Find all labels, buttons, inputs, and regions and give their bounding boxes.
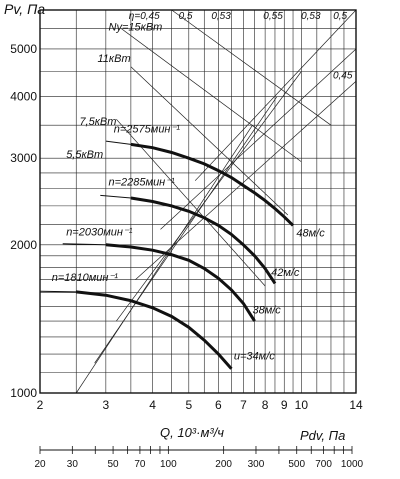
efficiency-ray xyxy=(130,66,289,216)
efficiency-ray xyxy=(171,9,332,126)
pdv-tick-label: 50 xyxy=(108,459,120,470)
efficiency-label: 0,5 xyxy=(333,11,347,22)
pdv-tick-label: 70 xyxy=(134,459,146,470)
series-2-working-range xyxy=(130,196,277,285)
power-label: 7,5кВт xyxy=(79,116,116,128)
x-tick-label: 7 xyxy=(240,398,247,412)
pdv-tick-label: 1000 xyxy=(341,459,364,470)
pdv-axis: 20 30 50 70 100 200 300 500 700 1000 xyxy=(34,446,364,470)
series-label: n=2285мин⁻¹ xyxy=(109,176,176,188)
x-tick-label: 4 xyxy=(149,398,156,412)
x-tick-label: 3 xyxy=(103,398,110,412)
annotation-labels: n=1810мин⁻¹ n=2030мин⁻¹ n=2285мин⁻¹ n=2575м… xyxy=(52,11,353,362)
series-label: n=2575мин⁻¹ xyxy=(114,124,181,136)
x-tick-label: 5 xyxy=(185,398,192,412)
pdv-tick-label: 20 xyxy=(34,459,46,470)
plot-border xyxy=(39,9,357,394)
efficiency-ray xyxy=(194,9,357,181)
power-label: Ny=15кВт xyxy=(109,22,163,34)
efficiency-label: η=0,45 xyxy=(129,11,160,22)
plot-frame xyxy=(39,9,357,394)
curve-group xyxy=(39,140,295,370)
x-tick-label: 2 xyxy=(37,398,44,412)
series-label: n=2030мин⁻¹ xyxy=(66,226,133,238)
power-label: 5,5кВт xyxy=(66,149,103,161)
velocity-label: 38м/с xyxy=(252,305,281,317)
efficiency-label: 0,53 xyxy=(211,11,231,22)
x-tick-label: 10 xyxy=(295,398,309,412)
efficiency-ray xyxy=(121,28,302,163)
y-tick-label: 5000 xyxy=(10,42,37,56)
x-tick-label: 6 xyxy=(215,398,222,412)
pdv-tick-label: 200 xyxy=(215,459,232,470)
y-tick-labels: 1000 2000 3000 4000 5000 xyxy=(10,42,37,400)
y-tick-label: 3000 xyxy=(10,151,37,165)
x-axis-title: Q, 10³·м³/ч xyxy=(160,425,224,440)
series-0-working-range xyxy=(76,290,233,370)
x-tick-label: 8 xyxy=(262,398,269,412)
velocity-label: 42м/с xyxy=(271,267,300,279)
efficiency-label: 0,5 xyxy=(179,11,193,22)
pdv-tick-label: 300 xyxy=(248,459,265,470)
pdv-tick-label: 700 xyxy=(315,459,332,470)
series-label: n=1810мин⁻¹ xyxy=(52,272,119,284)
pdv-tick-label: 500 xyxy=(288,459,305,470)
pdv-tick-label: 30 xyxy=(67,459,79,470)
y-tick-label: 2000 xyxy=(10,238,37,252)
series-2-line xyxy=(100,194,276,284)
power-label: 11кВт xyxy=(98,53,131,65)
velocity-label: 48м/с xyxy=(296,227,325,239)
efficiency-label: 0,45 xyxy=(333,71,353,82)
pdv-axis-title: Pdv, Па xyxy=(300,428,345,443)
y-axis-title: Pv, Па xyxy=(4,1,45,17)
x-tick-labels: 2 3 4 5 6 7 8 9 10 14 xyxy=(37,398,363,412)
efficiency-label: 0,55 xyxy=(263,11,283,22)
x-tick-label: 9 xyxy=(281,398,288,412)
y-tick-label: 1000 xyxy=(10,386,37,400)
efficiency-label: 0,53 xyxy=(301,11,321,22)
velocity-label: u=34м/с xyxy=(234,350,275,362)
efficiency-ray xyxy=(135,80,357,280)
x-tick-label: 14 xyxy=(349,398,363,412)
efficiency-ray xyxy=(160,48,357,230)
efficiency-rays xyxy=(75,9,357,394)
efficiency-ray xyxy=(75,125,253,394)
series-1-working-range xyxy=(105,243,256,322)
pdv-tick-label: 100 xyxy=(160,459,177,470)
series-3-working-range xyxy=(130,142,295,227)
y-tick-label: 4000 xyxy=(10,90,37,104)
